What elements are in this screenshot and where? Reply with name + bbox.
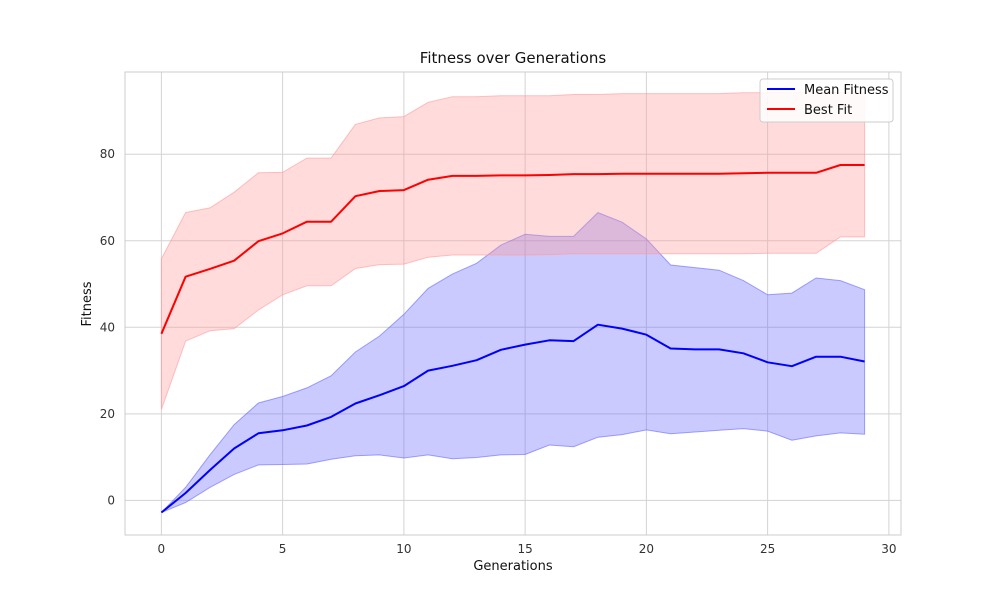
y-tick-label: 60 (100, 234, 115, 248)
y-tick-label: 80 (100, 147, 115, 161)
confidence-bands (160, 91, 866, 513)
y-tick-label: 0 (107, 493, 115, 507)
legend: Mean Fitness Best Fit (759, 78, 894, 123)
x-tick-label: 10 (396, 542, 411, 556)
plot-area (125, 72, 901, 535)
legend-label-best-fit: Best Fit (804, 103, 852, 118)
grid (125, 72, 901, 535)
x-tick-label: 20 (639, 542, 654, 556)
x-tick-label: 25 (760, 542, 775, 556)
legend-label-mean-fitness: Mean Fitness (804, 83, 889, 98)
band-best-fit (160, 91, 866, 410)
x-tick-labels: 0 5 10 15 20 25 30 (158, 542, 897, 556)
x-axis-label: Generations (473, 559, 553, 574)
line-best-fit (160, 164, 865, 335)
series-lines (160, 164, 865, 514)
plot-frame (124, 71, 902, 536)
band-mean-fitness (161, 212, 866, 513)
chart-title: Fitness over Generations (420, 49, 607, 67)
x-tick-label: 30 (881, 542, 896, 556)
x-tick-label: 0 (158, 542, 166, 556)
line-mean-fitness (160, 323, 865, 514)
y-tick-label: 20 (100, 407, 115, 421)
x-tick-label: 15 (517, 542, 532, 556)
y-axis-label: Fitness (80, 281, 95, 326)
y-tick-label: 40 (100, 320, 115, 334)
x-tick-label: 5 (279, 542, 287, 556)
y-tick-labels: 0 20 40 60 80 (100, 147, 115, 507)
